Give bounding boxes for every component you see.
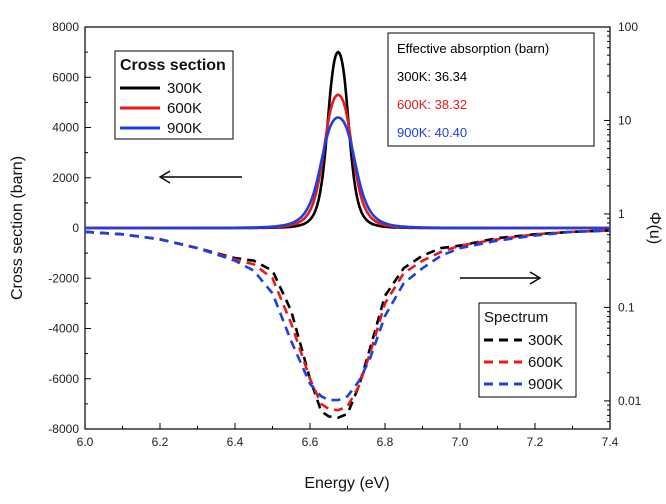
y-tick-label: 2000 — [52, 171, 79, 185]
legend-sp-label-600k: 600K — [528, 354, 563, 371]
spectrum-line-600k — [84, 229, 611, 412]
x-tick-label: 7.0 — [452, 435, 469, 449]
spectrum-line-900k — [84, 229, 611, 402]
y2-tick-label: 0.01 — [618, 394, 642, 408]
legend-cs-label-900k: 900K — [167, 120, 202, 137]
y2-tick-label: 1 — [618, 207, 625, 221]
legend-cs-label-300k: 300K — [167, 80, 202, 97]
y-tick-label: 8000 — [52, 20, 79, 34]
legend-sp-label-900k: 900K — [528, 376, 563, 393]
x-axis-ticks: 6.0 6.2 6.4 6.6 6.8 7.0 7.2 7.4 — [77, 423, 619, 449]
legend-spectrum: Spectrum 300K 600K 900K — [478, 302, 577, 398]
absorption-title: Effective absorption (barn) — [397, 41, 549, 56]
cross-section-lines — [85, 50, 610, 230]
absorption-600k: 600K: 38.32 — [397, 97, 467, 112]
absorption-900k: 900K: 40.40 — [397, 125, 467, 140]
cross-section-line-900k — [85, 116, 610, 230]
legend-cross-section-title: Cross section — [120, 57, 226, 74]
legend-cross-section: Cross section 300K 600K 900K — [114, 50, 234, 140]
y2-tick-label: 10 — [618, 113, 632, 127]
absorption-300k: 300K: 36.34 — [397, 69, 467, 84]
x-axis-label: Energy (eV) — [304, 475, 389, 492]
y-tick-label: 0 — [72, 221, 79, 235]
right-arrow — [460, 271, 542, 285]
left-arrow — [158, 170, 242, 184]
y-tick-label: -8000 — [48, 422, 79, 436]
legend-cs-label-600k: 600K — [167, 100, 202, 117]
y-axis-label: Cross section (barn) — [9, 156, 26, 300]
y2-axis-ticks: 100 10 1 0.1 0.01 — [604, 20, 642, 423]
y2-tick-label: 100 — [618, 20, 638, 34]
x-tick-label: 6.4 — [227, 435, 244, 449]
y2-axis-label: Φ(u) — [646, 212, 663, 244]
x-tick-label: 7.2 — [527, 435, 544, 449]
y2-tick-label: 0.1 — [618, 300, 635, 314]
y-tick-label: 6000 — [52, 70, 79, 84]
legend-sp-label-300k: 300K — [528, 332, 563, 349]
absorption-box: Effective absorption (barn) 300K: 36.34 … — [387, 32, 595, 147]
spectrum-line-300k — [84, 229, 611, 419]
x-tick-label: 6.8 — [377, 435, 394, 449]
legend-spectrum-title: Spectrum — [484, 309, 548, 326]
x-tick-label: 6.2 — [152, 435, 169, 449]
x-tick-label: 6.6 — [302, 435, 319, 449]
y-tick-label: -2000 — [48, 271, 79, 285]
x-tick-label: 6.0 — [77, 435, 94, 449]
y-tick-label: 4000 — [52, 121, 79, 135]
y-tick-label: -4000 — [48, 322, 79, 336]
y-tick-label: -6000 — [48, 372, 79, 386]
x-tick-label: 7.4 — [602, 435, 619, 449]
spectrum-lines — [84, 229, 611, 419]
y-axis-ticks: 8000 6000 4000 2000 0 -2000 -4000 -6000 -8000 — [48, 20, 91, 436]
